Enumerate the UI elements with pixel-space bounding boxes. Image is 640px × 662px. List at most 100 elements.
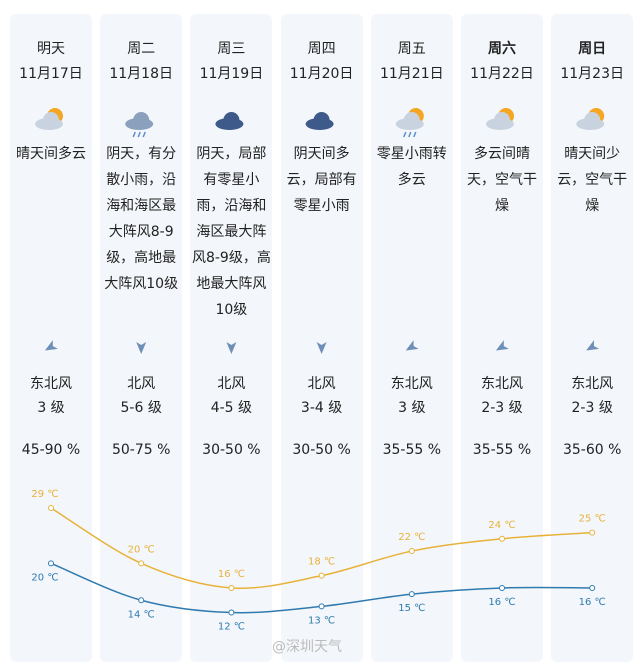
high-point: [138, 560, 145, 567]
weather-icon: [35, 108, 63, 130]
wind-arrow: [44, 340, 58, 351]
rain-drop: [137, 131, 141, 138]
date: 11月18日: [109, 66, 173, 82]
low-point: [499, 584, 505, 591]
day-name: 周六: [488, 41, 516, 57]
high-label: 24 ℃: [488, 520, 515, 531]
arrow-head: [316, 342, 327, 354]
wind-arrow: [586, 340, 600, 351]
wind-arrow: [316, 342, 327, 354]
humidity: 30-50 %: [202, 442, 261, 458]
wind-direction: 北风: [127, 376, 156, 392]
low-point: [138, 597, 145, 604]
low-point: [228, 609, 235, 616]
low-point: [48, 560, 54, 567]
weather-text: 阴天，有分散小雨，沿海和海区最大阵风8-9级，高地最大阵风10级: [104, 146, 179, 292]
cloud: [133, 112, 150, 128]
day-name: 周四: [307, 41, 336, 57]
humidity: 45-90 %: [21, 442, 81, 458]
day-name: 明天: [37, 41, 65, 57]
high-point: [589, 529, 596, 536]
high-point: [499, 535, 505, 542]
low-point: [408, 591, 415, 598]
wind-arrow: [495, 340, 509, 351]
low-label: 12 ℃: [218, 622, 245, 633]
wind-arrow: [405, 340, 419, 351]
humidity: 35-60 %: [562, 442, 622, 458]
high-point: [228, 584, 235, 591]
cloud: [403, 112, 420, 128]
low-label: 16 ℃: [579, 597, 606, 608]
wind-arrow: [136, 342, 147, 354]
weather-text: 多云间晴天，空气干燥: [467, 146, 537, 214]
rain-drop: [403, 131, 407, 138]
date: 11月21日: [379, 66, 444, 82]
watermark: @深圳天气: [272, 639, 342, 655]
low-point: [589, 584, 596, 591]
arrow-head: [586, 340, 600, 351]
low-label: 14 ℃: [128, 609, 155, 620]
wind-direction: 东北风: [481, 376, 523, 392]
date: 11月22日: [470, 66, 534, 82]
cloud: [494, 112, 510, 128]
humidity: 50-75 %: [111, 442, 171, 458]
arrow-head: [136, 342, 147, 354]
rain-drop: [408, 131, 412, 138]
day-name: 周三: [217, 41, 246, 57]
high-label: 16 ℃: [218, 569, 245, 580]
rain-drop: [132, 131, 136, 138]
low-label: 15 ℃: [398, 603, 425, 614]
high-label: 18 ℃: [308, 557, 335, 568]
high-label: 22 ℃: [398, 532, 425, 543]
high-label: 20 ℃: [128, 544, 155, 555]
wind-direction: 北风: [307, 376, 336, 392]
weather-icon: [486, 108, 514, 130]
arrow-head: [44, 340, 58, 351]
weather-icon: [215, 112, 244, 130]
wind-direction: 北风: [217, 376, 246, 392]
date: 11月23日: [560, 66, 624, 82]
cloud: [43, 112, 59, 128]
wind-level: 3 级: [398, 400, 426, 416]
weather-text: 阴天间多云，局部有零星小雨: [286, 146, 357, 214]
weather-text: 零星小雨转多云: [376, 146, 447, 188]
weather-text: 晴天间多云: [16, 146, 86, 162]
day-name: 周日: [578, 41, 607, 57]
weather-icon: [305, 112, 334, 130]
wind-direction: 东北风: [30, 376, 72, 392]
day-name: 周五: [397, 41, 426, 57]
wind-level: 2-3 级: [571, 400, 613, 416]
rain-drop: [413, 131, 417, 138]
wind-level: 2-3 级: [481, 400, 523, 416]
arrow-head: [495, 340, 509, 351]
arrow-head: [226, 342, 237, 354]
wind-level: 3 级: [37, 400, 65, 416]
high-label: 29 ℃: [31, 489, 58, 500]
wind-level: 5-6 级: [120, 400, 162, 416]
wind-direction: 东北风: [390, 376, 433, 392]
cloud: [223, 112, 240, 128]
low-label: 13 ℃: [308, 615, 335, 626]
arrow-head: [405, 340, 419, 351]
cloud: [313, 112, 330, 128]
wind-arrow: [226, 342, 237, 354]
weather-text: 晴天间少云，空气干燥: [557, 146, 628, 214]
humidity: 35-55 %: [472, 442, 532, 458]
high-label: 25 ℃: [579, 514, 606, 525]
weather-text: 阴天，局部有零星小雨，沿海和海区最大阵风8-9级，高地最大阵风10级: [191, 146, 271, 318]
low-point: [318, 603, 325, 610]
weather-icon: [125, 112, 154, 138]
high-point: [318, 572, 325, 579]
cloud: [584, 112, 601, 128]
humidity: 30-50 %: [292, 442, 351, 458]
low-label: 20 ℃: [31, 572, 58, 583]
wind-direction: 东北风: [571, 376, 614, 392]
high-point: [408, 548, 415, 555]
wind-level: 4-5 级: [210, 400, 253, 416]
low-label: 16 ℃: [488, 597, 515, 608]
day-name: 周二: [127, 41, 156, 57]
date: 11月17日: [19, 66, 83, 82]
weather-icon: [576, 108, 605, 130]
